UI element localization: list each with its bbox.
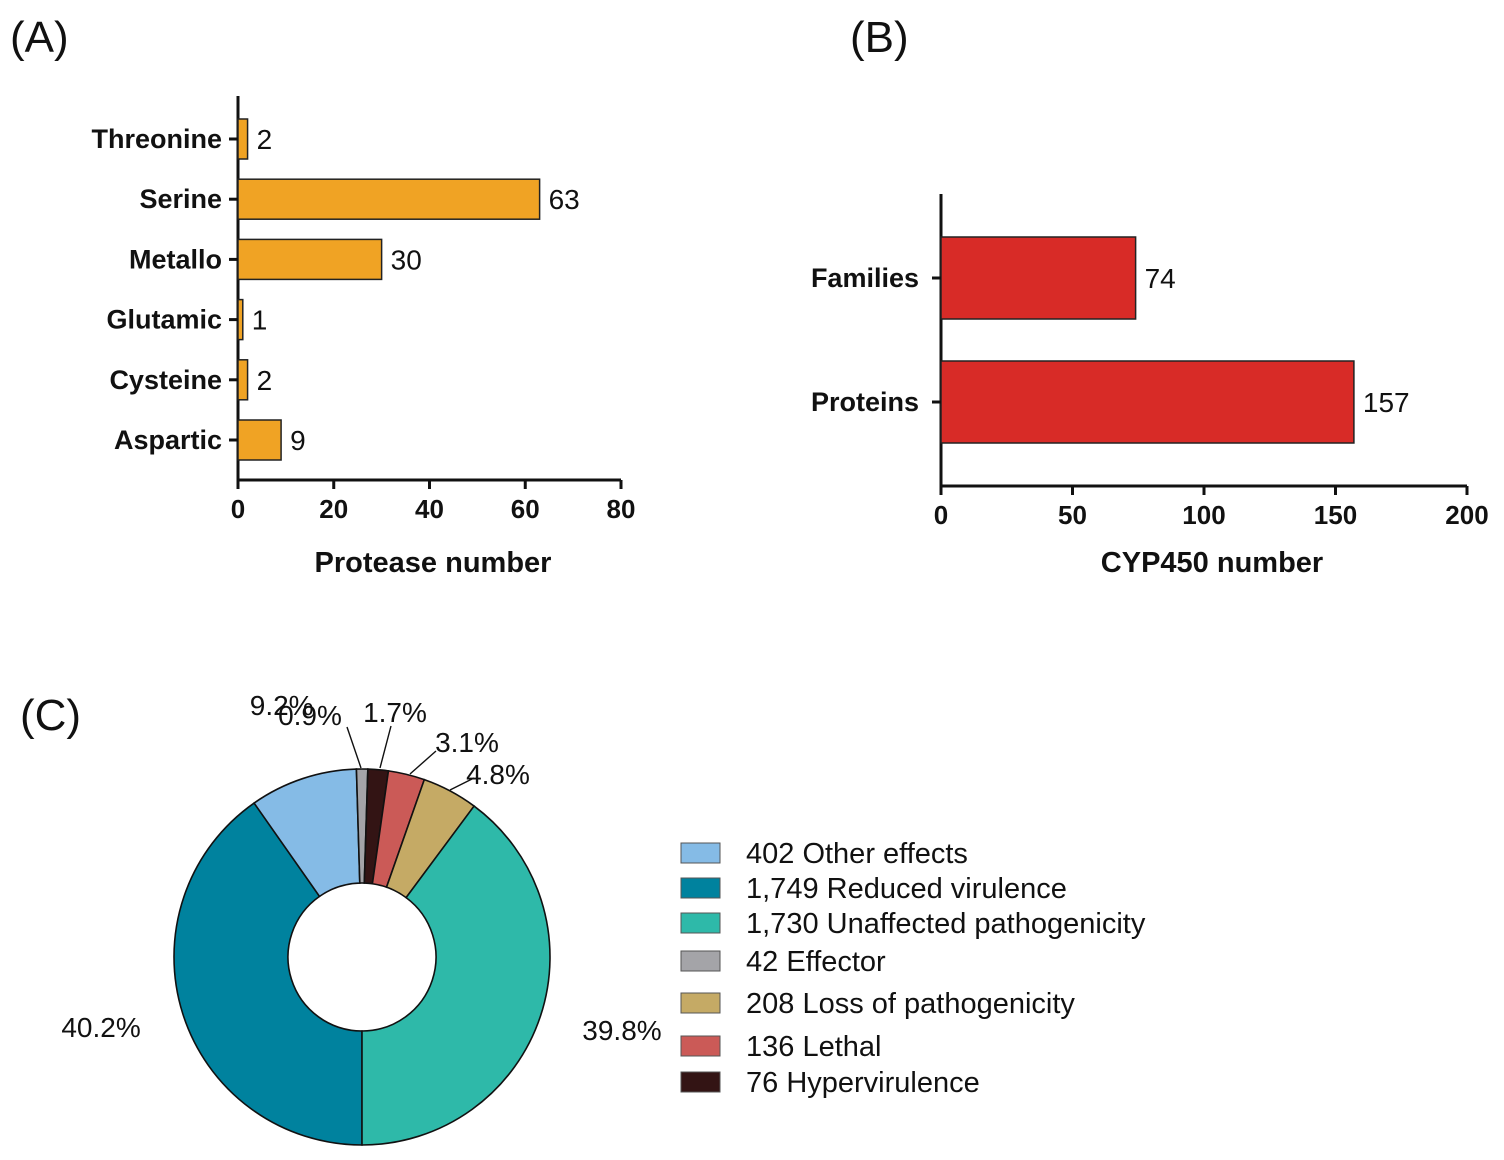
panel-b-value-label-families: 74 (1145, 263, 1176, 294)
donut-percent-label-other-effects: 9.2% (250, 690, 314, 721)
panel-b-x-tick-label: 100 (1182, 500, 1225, 530)
panel-b-value-label-proteins: 157 (1363, 387, 1410, 418)
panel-a-value-label-threonine: 2 (257, 124, 273, 155)
panel-a-bars: Threonine 2 Serine 63 Metallo 30 Glutamic 1 Cyst… (91, 118, 580, 461)
donut-percent-label-hypervirulence: 1.7% (363, 697, 427, 728)
panel-b-x-ticks: 0 50 100 150 200 (934, 486, 1489, 530)
panel-a-value-label-metallo: 30 (391, 244, 422, 275)
panel-a-bar-metallo (237, 238, 383, 281)
panel-a-category-label-metallo: Metallo (129, 244, 222, 274)
legend-label-hypervirulence: 76 Hypervirulence (746, 1067, 980, 1099)
panel-a-bar-serine (237, 178, 541, 220)
legend-label-other-effects: 402 Other effects (746, 838, 968, 870)
panel-a-protease-chart: (A) Threonine 2 Serine 63 Metallo 30 Glutamic 1… (10, 13, 635, 579)
legend-swatch-loss-of-pathogenicity (680, 992, 721, 1014)
panel-b-x-tick-label: 50 (1058, 500, 1087, 530)
panel-a-category-label-cysteine: Cysteine (109, 365, 222, 395)
panel-b-x-tick-label: 200 (1445, 500, 1488, 530)
panel-a-bar-glutamic (237, 298, 244, 341)
panel-b-bar-families (940, 236, 1137, 320)
panel-b-category-label-proteins: Proteins (811, 387, 919, 417)
legend-label-effector: 42 Effector (746, 946, 886, 978)
panel-a-x-ticks: 0 20 40 60 80 (231, 480, 636, 524)
panel-a-category-label-glutamic: Glutamic (106, 305, 222, 335)
panel-a-x-axis-label: Protease number (315, 547, 552, 579)
donut-percent-label-effector: 0.9% (278, 700, 342, 731)
donut-leader-line-lethal (409, 750, 437, 775)
panel-a-tag: (A) (10, 13, 69, 62)
legend-swatch-effector (680, 950, 721, 972)
panel-b-bar-proteins (940, 360, 1355, 444)
panel-a-value-label-cysteine: 2 (257, 365, 273, 396)
panel-a-value-label-aspartic: 9 (290, 425, 306, 456)
donut-leader-line-hypervirulence (379, 725, 392, 769)
panel-b-x-axis-label: CYP450 number (1101, 547, 1323, 579)
donut-slice-unaffected-pathogenicity (361, 804, 551, 1146)
donut-leader-line-loss-of-pathogenicity (449, 777, 475, 791)
panel-a-x-tick-label: 20 (319, 494, 348, 524)
panel-a-x-tick-label: 0 (231, 494, 245, 524)
legend-label-reduced-virulence: 1,749 Reduced virulence (746, 873, 1067, 905)
legend-swatch-hypervirulence (680, 1071, 721, 1093)
panel-a-bar-aspartic (237, 419, 282, 461)
legend-swatch-reduced-virulence (680, 877, 721, 899)
panel-b-cyp450-chart: (B) Families 74 Proteins 157 0 50 100 150 200 C… (811, 13, 1489, 579)
panel-c-donut-chart: (C) 40.2% 9.2%0.9% 1.7% 3.1%4.8% 39.8% 402 O… (20, 690, 1146, 1146)
panel-a-value-label-glutamic: 1 (252, 305, 268, 336)
panel-a-value-label-serine: 63 (549, 184, 580, 215)
donut-percent-label-loss-of-pathogenicity: 4.8% (466, 759, 530, 790)
panel-a-category-label-aspartic: Aspartic (114, 425, 222, 455)
legend-label-loss-of-pathogenicity: 208 Loss of pathogenicity (746, 988, 1075, 1020)
legend-swatch-unaffected-pathogenicity (680, 912, 721, 934)
panel-a-x-tick-label: 40 (415, 494, 444, 524)
panel-a-bar-threonine (237, 118, 249, 160)
panel-c-tag: (C) (20, 691, 81, 740)
panel-b-tag: (B) (850, 13, 909, 62)
legend-label-lethal: 136 Lethal (746, 1031, 881, 1063)
legend-swatch-other-effects (680, 842, 721, 864)
panel-a-bar-cysteine (237, 359, 249, 401)
donut-slice-reduced-virulence (173, 801, 363, 1146)
panel-a-category-label-serine: Serine (139, 184, 222, 214)
donut-percent-label-lethal: 3.1% (435, 727, 499, 758)
panel-b-x-tick-label: 0 (934, 500, 948, 530)
legend-label-unaffected-pathogenicity: 1,730 Unaffected pathogenicity (746, 908, 1146, 940)
donut-leader-line-effector (346, 726, 362, 769)
donut-chart: 40.2% 9.2%0.9% 1.7% 3.1%4.8% 39.8% (61, 690, 662, 1146)
legend-swatch-lethal (680, 1035, 721, 1057)
panel-b-bars: Families 74 Proteins 157 (811, 236, 1410, 444)
panel-b-category-label-families: Families (811, 263, 919, 293)
donut-percent-label-reduced-virulence: 40.2% (61, 1012, 140, 1043)
panel-b-x-tick-label: 150 (1314, 500, 1357, 530)
donut-percent-label-unaffected-pathogenicity: 39.8% (582, 1015, 661, 1046)
panel-a-x-tick-label: 60 (511, 494, 540, 524)
panel-a-x-tick-label: 80 (607, 494, 636, 524)
panel-a-category-label-threonine: Threonine (91, 124, 222, 154)
